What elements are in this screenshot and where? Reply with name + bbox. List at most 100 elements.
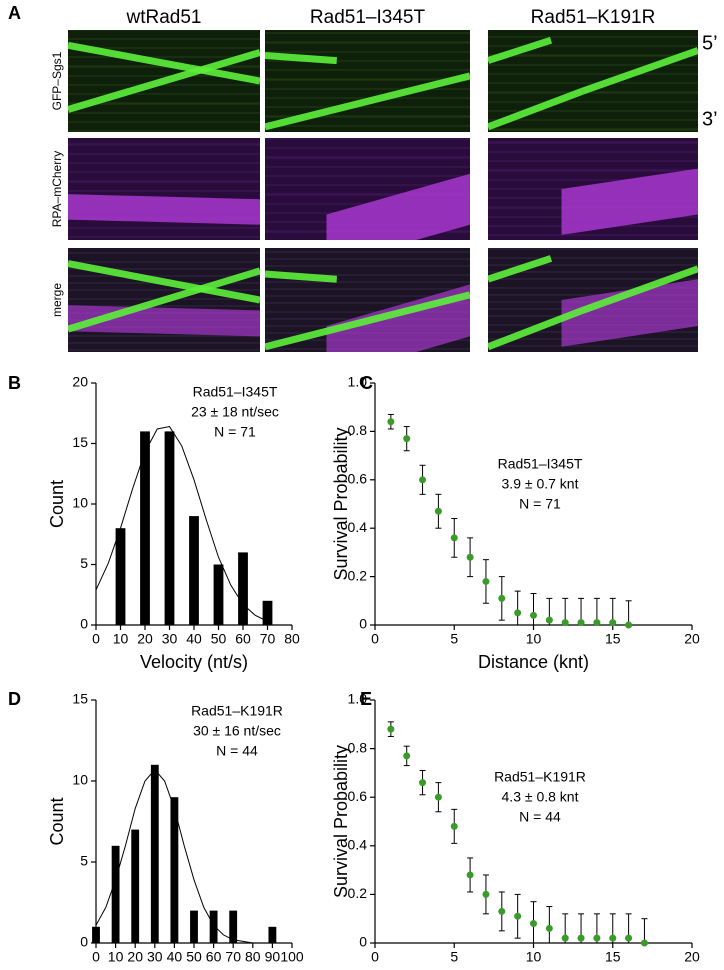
kymograph bbox=[265, 30, 470, 132]
end-label: 5’ bbox=[702, 32, 718, 54]
x-tick-label: 70 bbox=[225, 949, 241, 965]
x-tick-label: 90 bbox=[265, 949, 281, 965]
panel-letter: E bbox=[360, 689, 372, 709]
panel-letter: A bbox=[8, 3, 21, 23]
sgs1-track bbox=[488, 87, 584, 131]
x-tick-label: 5 bbox=[450, 631, 458, 647]
point bbox=[403, 435, 411, 443]
kymograph bbox=[68, 30, 260, 132]
sgs1-track bbox=[488, 255, 553, 283]
point bbox=[498, 594, 506, 602]
point bbox=[593, 934, 601, 942]
x-tick-label: 40 bbox=[186, 631, 202, 647]
x-tick-label: 0 bbox=[371, 631, 379, 647]
annotation: N = 44 bbox=[519, 809, 561, 825]
row-label: RPA–mCherry bbox=[50, 151, 64, 227]
sgs1-track bbox=[68, 49, 260, 113]
y-tick-label: 1.0 bbox=[348, 691, 368, 707]
point bbox=[593, 619, 601, 627]
annotation: 4.3 ± 0.8 knt bbox=[502, 789, 579, 805]
y-tick-label: 5 bbox=[80, 853, 88, 869]
x-tick-label: 100 bbox=[280, 949, 304, 965]
point bbox=[609, 619, 617, 627]
kymograph bbox=[488, 138, 698, 240]
x-tick-label: 20 bbox=[684, 949, 700, 965]
y-tick-label: 0.2 bbox=[348, 567, 368, 583]
y-tick-label: 0 bbox=[359, 934, 367, 950]
y-tick-label: 0.4 bbox=[348, 837, 368, 853]
y-tick-label: 0.4 bbox=[348, 519, 368, 535]
panel-letter: C bbox=[360, 373, 373, 393]
sgs1-track bbox=[265, 72, 470, 131]
annotation: N = 71 bbox=[519, 496, 561, 512]
y-tick-label: 1.0 bbox=[348, 374, 368, 390]
sgs1-track bbox=[68, 267, 260, 333]
y-tick-label: 20 bbox=[72, 374, 88, 390]
point bbox=[545, 616, 553, 624]
point bbox=[625, 934, 633, 942]
point bbox=[419, 779, 427, 787]
bar bbox=[150, 764, 159, 943]
bar bbox=[164, 431, 175, 625]
x-tick-label: 40 bbox=[167, 949, 183, 965]
x-tick-label: 0 bbox=[92, 949, 100, 965]
point bbox=[530, 611, 537, 619]
bar bbox=[131, 829, 140, 943]
y-axis-label: Survival Probability bbox=[331, 427, 351, 580]
kymograph bbox=[68, 248, 260, 352]
point bbox=[577, 619, 585, 627]
point bbox=[561, 619, 569, 627]
bar bbox=[268, 926, 277, 943]
row-label: GFP–Sgs1 bbox=[50, 51, 64, 110]
bar bbox=[92, 926, 100, 943]
x-tick-label: 0 bbox=[92, 631, 100, 647]
x-tick-label: 20 bbox=[127, 949, 143, 965]
column-label: Rad51–I345T bbox=[310, 7, 426, 28]
y-tick-label: 0.2 bbox=[348, 885, 368, 901]
point bbox=[514, 609, 522, 617]
rpa-band bbox=[561, 279, 698, 347]
y-tick-label: 0 bbox=[359, 616, 367, 632]
point bbox=[450, 822, 458, 830]
x-tick-label: 80 bbox=[245, 949, 261, 965]
x-tick-label: 60 bbox=[206, 949, 222, 965]
y-axis-label: Count bbox=[47, 480, 67, 528]
annotation: Rad51–I345T bbox=[498, 456, 583, 472]
point bbox=[434, 507, 442, 515]
end-label: 3’ bbox=[702, 108, 718, 130]
x-tick-label: 10 bbox=[108, 949, 124, 965]
column-label: wtRad51 bbox=[126, 7, 202, 28]
y-tick-label: 0.6 bbox=[348, 788, 368, 804]
kymograph bbox=[488, 248, 698, 352]
panel-letter: D bbox=[8, 689, 21, 709]
x-tick-label: 70 bbox=[260, 631, 276, 647]
point bbox=[625, 621, 633, 629]
row-label: merge bbox=[50, 283, 64, 317]
bar bbox=[111, 845, 120, 943]
point bbox=[387, 725, 395, 733]
point bbox=[640, 939, 648, 947]
sgs1-track bbox=[265, 52, 337, 65]
bar bbox=[229, 910, 238, 943]
y-tick-label: 0.8 bbox=[348, 422, 368, 438]
y-axis-label: Survival Probability bbox=[331, 745, 351, 898]
point bbox=[482, 577, 490, 585]
x-tick-label: 80 bbox=[284, 631, 300, 647]
sgs1-track bbox=[68, 41, 260, 85]
y-tick-label: 0.6 bbox=[348, 471, 368, 487]
y-tick-label: 15 bbox=[72, 691, 88, 707]
x-tick-label: 10 bbox=[526, 631, 542, 647]
annotation: 23 ± 18 nt/sec bbox=[191, 404, 279, 420]
point bbox=[609, 934, 617, 942]
sgs1-track bbox=[581, 47, 698, 95]
rpa-band bbox=[326, 173, 470, 240]
point bbox=[419, 476, 427, 484]
x-axis-label: Velocity (nt/s) bbox=[140, 652, 248, 672]
bar bbox=[140, 431, 150, 625]
fit-curve bbox=[95, 768, 253, 944]
annotation: Rad51–I345T bbox=[193, 384, 278, 400]
y-tick-label: 0 bbox=[80, 616, 88, 632]
point bbox=[466, 871, 474, 879]
point bbox=[498, 907, 506, 915]
column-label: Rad51–K191R bbox=[531, 7, 656, 28]
